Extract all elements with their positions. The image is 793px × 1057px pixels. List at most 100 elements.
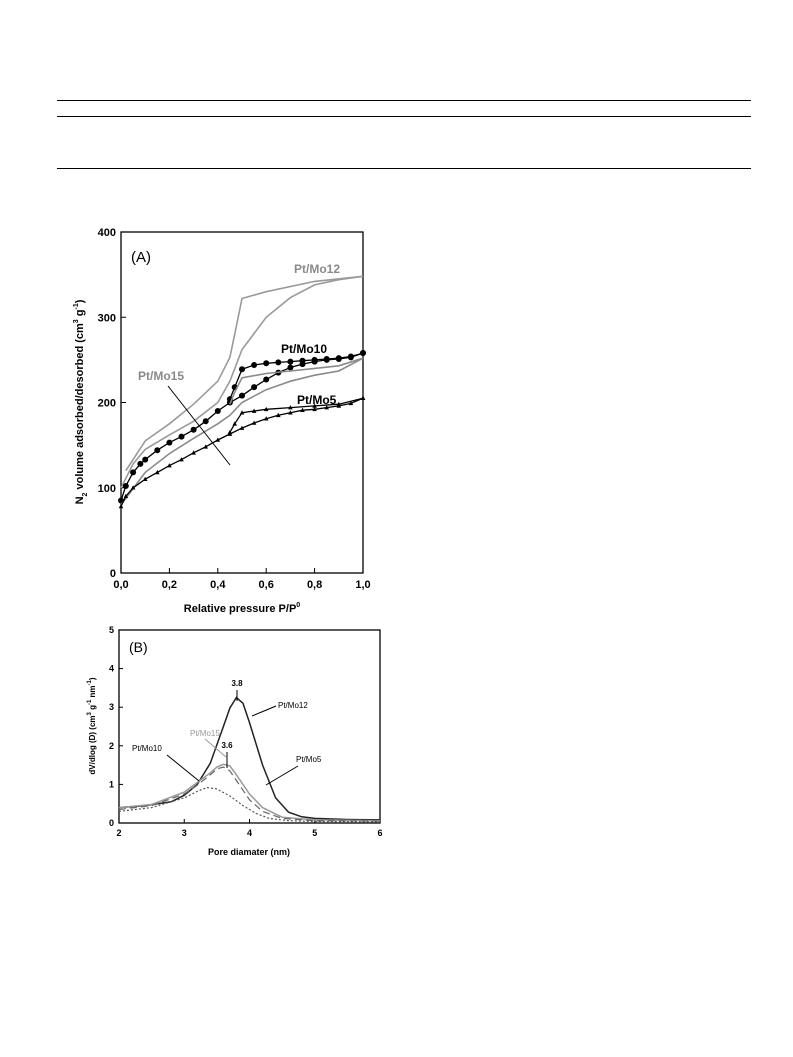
- series-pt-mo10-point: [239, 366, 245, 373]
- panel-a-y-axis-label: N2 volume adsorbed/desorbed (cm3 g-1): [73, 299, 89, 504]
- series-pt-mo5-point: [203, 444, 208, 449]
- series-pt-mo5-point: [336, 401, 342, 407]
- series-pt-mo10-point: [122, 483, 129, 490]
- panel-b-y-tick-label: 0: [109, 818, 114, 828]
- panel-a-x-axis-label-text: Relative pressure P/P: [184, 603, 297, 615]
- series-pt-mo5-point: [312, 403, 317, 408]
- panel-b-x-tick-label: 6: [377, 828, 382, 838]
- panel-b-label: (B): [129, 639, 148, 655]
- panel-b-y-tick-label: 4: [109, 664, 114, 674]
- series-pt-mo5-point: [360, 395, 366, 401]
- panel-b-y-label-mid2: nm: [88, 685, 97, 699]
- panel-b-y-tick-label: 3: [109, 702, 114, 712]
- series-pt-mo15-psd-line: [118, 763, 381, 822]
- series-pt-mo10-point: [178, 433, 185, 440]
- series-pt-mo5-point: [123, 493, 129, 499]
- series-pt-mo10-point: [335, 355, 342, 362]
- series-pt-mo5-point: [167, 463, 172, 468]
- series-pt-mo12-adsorption-line: [120, 275, 364, 489]
- pointer-pt-mo15-b: [204, 738, 227, 758]
- panel-a-y-label-sup2: -1: [73, 303, 80, 309]
- series-pt-mo5-point: [251, 408, 257, 413]
- panel-b-x-tick-label: 5: [312, 828, 317, 838]
- series-pt-mo15-adsorption-line: [120, 357, 364, 506]
- annotation-pt-mo12-a: Pt/Mo12: [294, 262, 340, 276]
- series-pt-mo5-point: [276, 412, 281, 418]
- annotation-pt-mo10-b: Pt/Mo10: [132, 744, 162, 753]
- series-pt-mo5-point: [239, 425, 245, 430]
- series-pt-mo5-point: [263, 406, 269, 412]
- series-pt-mo10-point: [130, 469, 137, 476]
- series-pt-mo5-adsorption-line: [120, 397, 364, 507]
- panel-a-y-label-rest: volume adsorbed/desorbed (cm: [74, 323, 86, 493]
- pointer-pt-mo15-a: [167, 385, 231, 466]
- series-pt-mo5-point: [142, 476, 148, 482]
- series-pt-mo10-point: [137, 460, 144, 467]
- series-pt-mo5-point: [348, 400, 354, 406]
- series-pt-mo10-point: [360, 350, 366, 357]
- panel-b-y-label-sup2: -1: [87, 699, 93, 705]
- panel-a-x-tick-label: 0,8: [307, 579, 322, 591]
- panel-b-x-tick-label: 4: [247, 828, 252, 838]
- series-pt-mo5-point: [155, 469, 160, 475]
- series-pt-mo5-point: [215, 437, 221, 442]
- panel-b-y-label-sup1: 3: [87, 711, 93, 715]
- series-pt-mo5-point: [251, 420, 257, 425]
- series-pt-mo10-point: [323, 356, 330, 363]
- series-pt-mo5-point: [263, 416, 269, 421]
- header-rule-bottom: [57, 168, 751, 169]
- panel-a-x-tick-label: 0,2: [162, 579, 177, 591]
- panel-a-label: (A): [131, 249, 151, 266]
- panel-b-y-tick-label: 5: [109, 625, 114, 635]
- series-pt-mo5-point: [288, 405, 293, 410]
- series-pt-mo5-point: [227, 429, 233, 435]
- header-rule-middle: [57, 116, 751, 117]
- panel-a-x-tick-label: 0,0: [113, 579, 128, 591]
- series-pt-mo10-point: [263, 376, 270, 383]
- series-pt-mo5-point: [288, 410, 293, 415]
- panel-b-x-tick-label: 3: [182, 828, 187, 838]
- panel-a-y-label-end: ): [74, 299, 86, 303]
- panel-a-y-label-n: N: [74, 496, 86, 504]
- panel-a-x-ticks: 0,0 0,2 0,4 0,6 0,8 1,0: [113, 568, 371, 591]
- series-pt-mo5-point: [324, 405, 329, 410]
- panel-b-y-ticks: 0 1 2 3 4 5: [109, 625, 123, 828]
- series-pt-mo10-point: [190, 426, 197, 433]
- panel-a-y-ticks: 0 100 200 300 400: [98, 227, 126, 580]
- panel-b-series: [118, 696, 381, 823]
- annotation-pt-mo12-b: Pt/Mo12: [278, 701, 308, 710]
- panel-a-x-axis-label-sup: 0: [296, 602, 300, 609]
- series-pt-mo10-point: [275, 359, 282, 366]
- series-pt-mo5-point: [312, 406, 317, 412]
- series-pt-mo10-point: [347, 353, 354, 360]
- series-pt-mo10-point: [251, 361, 258, 368]
- series-pt-mo12-psd-line: [118, 696, 381, 821]
- series-pt-mo5-point: [232, 421, 238, 426]
- panel-a-x-tick-label: 0,4: [210, 579, 226, 591]
- series-pt-mo5-psd-line: [118, 786, 381, 823]
- panel-b-y-axis-label: dV/dlog (D) (cm3 g-1 nm-1): [87, 677, 97, 774]
- series-pt-mo10-point: [214, 408, 221, 415]
- peak-label-3-6: 3.6: [221, 741, 233, 750]
- panel-b-x-tick-label: 2: [116, 828, 121, 838]
- pointer-pt-mo10-b: [166, 754, 200, 782]
- panel-a-y-tick-label: 0: [110, 568, 116, 580]
- series-pt-mo10-point: [142, 456, 149, 463]
- panel-b-y-label-text: dV/dlog (D) (cm: [88, 715, 97, 774]
- series-pt-mo10-psd-line: [118, 766, 381, 822]
- panel-b-y-label-end: ): [88, 677, 97, 680]
- series-pt-mo15-desorption-line: [229, 357, 364, 405]
- panel-b-x-axis-label: Pore diamater (nm): [208, 847, 290, 857]
- header-rule-top: [57, 100, 751, 101]
- annotation-pt-mo5-b: Pt/Mo5: [296, 755, 322, 764]
- panel-a-y-tick-label: 100: [98, 483, 116, 495]
- panel-a-y-tick-label: 400: [98, 227, 116, 239]
- panel-a-series: [118, 275, 366, 509]
- pointer-pt-mo5-b: [265, 765, 299, 786]
- series-pt-mo5-point: [300, 407, 305, 412]
- panel-b-y-tick-label: 1: [109, 779, 114, 789]
- peak-label-3-8: 3.8: [231, 679, 243, 688]
- panel-a-y-tick-label: 200: [98, 398, 116, 410]
- annotation-pt-mo10-a: Pt/Mo10: [281, 342, 327, 356]
- panel-a-y-label-sup1: 3: [73, 319, 80, 323]
